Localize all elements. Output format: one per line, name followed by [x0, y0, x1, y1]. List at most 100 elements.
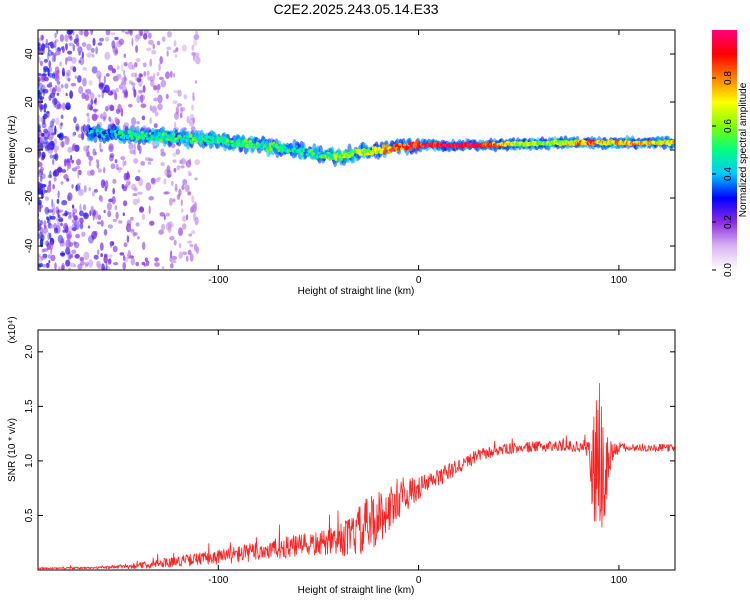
noise-blob	[77, 169, 80, 179]
noise-blob	[97, 42, 103, 46]
noise-blob	[142, 85, 146, 93]
noise-blob	[44, 206, 49, 214]
noise-blob	[154, 257, 159, 262]
noise-blob	[193, 52, 196, 62]
noise-blob	[194, 159, 200, 166]
noise-blob	[153, 123, 158, 129]
noise-blob	[61, 141, 64, 148]
noise-blob	[148, 205, 151, 215]
ridge-core	[294, 145, 299, 149]
noise-blob	[87, 116, 90, 123]
noise-blob	[102, 111, 107, 121]
noise-blob	[91, 235, 95, 241]
noise-blob	[88, 259, 94, 268]
noise-blob	[43, 225, 47, 229]
ridge-core	[279, 144, 283, 149]
noise-blob	[161, 36, 166, 42]
snr-ticks: -100 0 100 0.5 1.0 1.5 2.0	[24, 330, 675, 586]
noise-blob	[65, 259, 71, 267]
ridge-core	[264, 140, 269, 146]
noise-blob	[182, 251, 188, 255]
noise-blob	[182, 179, 188, 186]
noise-blob	[75, 233, 81, 239]
noise-blob	[122, 85, 127, 92]
noise-blob	[38, 130, 43, 140]
noise-blob	[50, 254, 56, 262]
noise-blob	[140, 31, 143, 37]
noise-blob	[91, 113, 98, 122]
noise-blob	[126, 235, 130, 243]
noise-blob	[99, 148, 104, 153]
noise-blob	[95, 46, 98, 55]
x-tick-label: 0	[416, 575, 422, 586]
noise-blob	[178, 251, 183, 259]
noise-blob	[81, 231, 86, 237]
noise-blob	[54, 262, 57, 270]
x-tick-label: 100	[611, 575, 628, 586]
noise-blob	[122, 262, 126, 270]
noise-blob	[140, 103, 147, 108]
noise-blob	[156, 72, 160, 76]
noise-blob	[51, 203, 56, 211]
noise-blob	[170, 250, 173, 259]
noise-blob	[179, 113, 183, 119]
noise-blob	[54, 47, 58, 52]
noise-blob	[43, 220, 47, 228]
noise-blob	[146, 47, 152, 52]
noise-blob	[114, 159, 118, 164]
noise-blob	[159, 56, 163, 65]
noise-blob	[43, 76, 49, 82]
noise-blob	[74, 221, 80, 230]
noise-blob	[73, 241, 80, 249]
noise-blob	[135, 222, 140, 227]
noise-blob	[38, 72, 42, 77]
noise-blob	[141, 213, 146, 221]
noise-blob	[92, 108, 99, 112]
ridge-core	[171, 132, 176, 137]
noise-blob	[189, 172, 192, 177]
ridge-core	[216, 135, 220, 141]
noise-blob	[188, 233, 193, 237]
noise-blob	[121, 30, 126, 33]
ridge-core	[182, 140, 187, 143]
noise-blob	[75, 184, 78, 192]
noise-blob	[42, 88, 46, 97]
ridge-core	[149, 138, 153, 142]
noise-blob	[39, 60, 44, 66]
noise-blob	[103, 209, 106, 214]
snr-series-line	[38, 382, 675, 570]
noise-blob	[55, 50, 61, 56]
noise-blob	[38, 222, 42, 231]
noise-blob	[38, 264, 42, 268]
ridge-core	[236, 138, 241, 144]
noise-blob	[45, 240, 49, 247]
noise-blob	[145, 182, 152, 191]
noise-blob	[105, 73, 110, 77]
noise-blob	[100, 219, 104, 227]
noise-blob	[130, 228, 135, 233]
noise-blob	[65, 57, 68, 66]
noise-blob	[79, 210, 84, 217]
noise-blob	[126, 223, 131, 233]
noise-blob	[113, 262, 119, 266]
noise-blob	[51, 73, 56, 79]
noise-blob	[177, 103, 182, 107]
noise-blob	[166, 46, 172, 51]
noise-blob	[43, 113, 48, 120]
noise-blob	[48, 72, 53, 78]
noise-blob	[191, 44, 195, 51]
noise-blob	[165, 222, 171, 231]
noise-blob	[87, 103, 91, 109]
noise-blob	[53, 176, 57, 182]
noise-blob	[135, 45, 139, 53]
noise-blob	[40, 132, 45, 137]
noise-blob	[141, 261, 146, 266]
noise-blob	[133, 89, 137, 98]
noise-blob	[108, 258, 112, 264]
noise-blob	[78, 52, 81, 56]
noise-blob	[42, 227, 49, 234]
noise-blob	[172, 159, 177, 163]
noise-blob	[171, 255, 178, 261]
noise-blob	[41, 73, 48, 77]
noise-blob	[164, 168, 170, 177]
